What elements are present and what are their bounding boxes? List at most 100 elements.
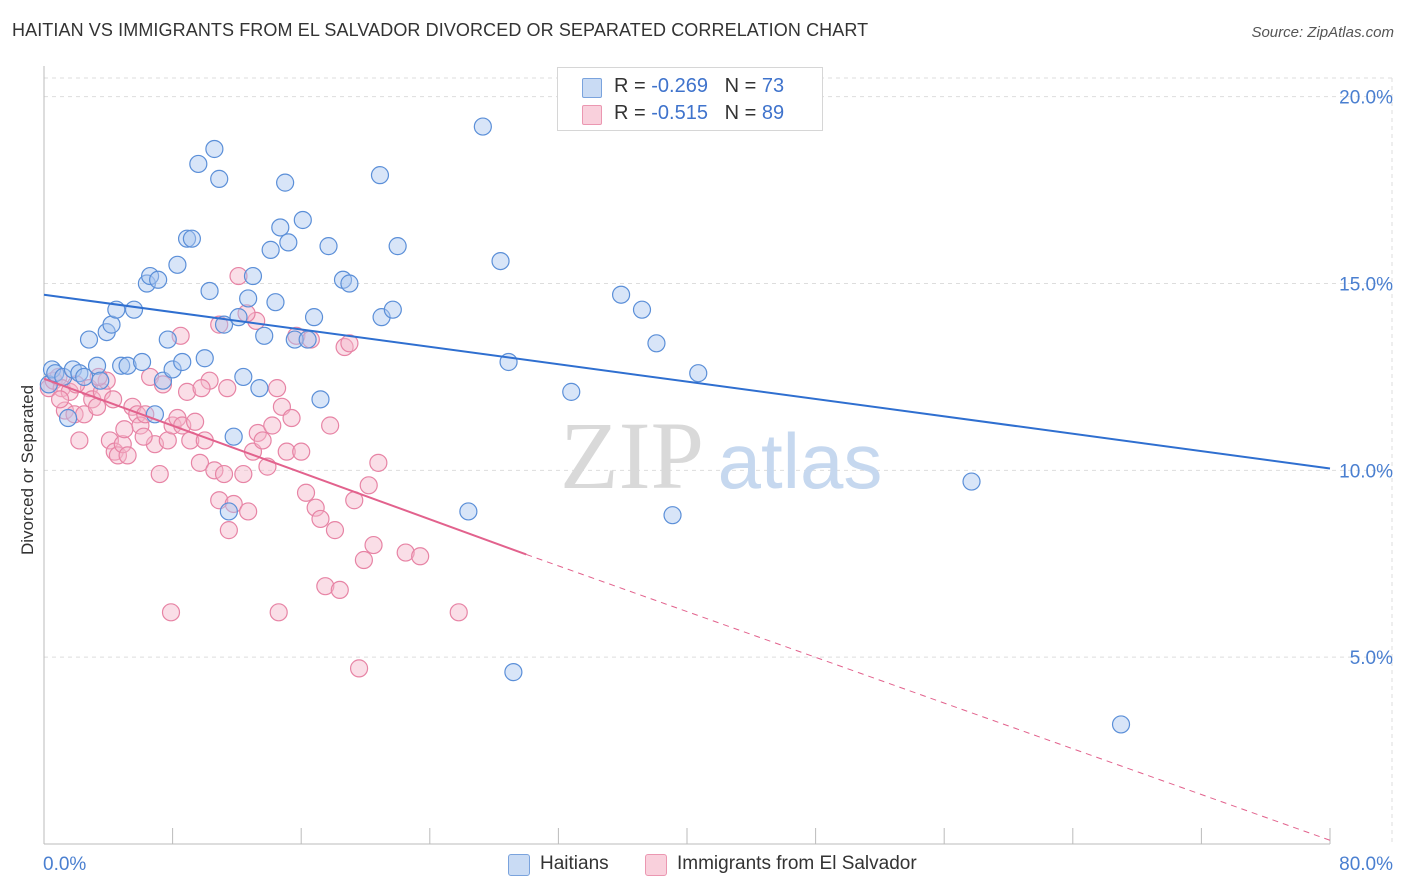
data-point-haitians <box>118 356 137 375</box>
data-point-haitians <box>189 154 208 174</box>
data-point-haitians <box>271 218 290 237</box>
data-point-haitians <box>250 379 269 398</box>
data-point-haitians <box>293 210 312 230</box>
data-point-el-salvador <box>219 521 238 540</box>
series-legend: Haitians Immigrants from El Salvador <box>0 852 1406 876</box>
correlation-legend: R = -0.269 N = 73 R = -0.515 N = 89 <box>557 67 823 131</box>
data-point-el-salvador <box>354 550 373 570</box>
tick-labels: 5.0% 10.0% 15.0% 20.0% 0.0% 80.0% <box>43 88 1393 875</box>
legend-r-label: R = <box>614 75 652 97</box>
y-tick-label: 20.0% <box>1339 88 1393 109</box>
x-tick-label: 0.0% <box>43 854 86 875</box>
data-point-el-salvador <box>269 603 288 622</box>
axes <box>43 66 1331 845</box>
legend-n-value: 73 <box>761 75 785 97</box>
legend-swatch-haitians <box>582 78 602 98</box>
data-point-el-salvador <box>210 315 229 334</box>
data-point-haitians <box>182 229 201 248</box>
data-point-el-salvador <box>108 446 128 465</box>
data-point-haitians <box>219 502 238 521</box>
data-point-el-salvador <box>340 334 359 353</box>
data-point-haitians <box>632 300 652 319</box>
data-point-el-salvador <box>150 464 169 484</box>
legend-n-label: N = <box>724 75 762 97</box>
data-point-el-salvador <box>118 446 137 465</box>
data-point-haitians <box>459 502 478 521</box>
data-point-haitians <box>91 371 110 390</box>
legend-r-label: R = <box>614 102 652 124</box>
data-point-el-salvador <box>263 416 282 435</box>
data-point-el-salvador <box>411 547 430 566</box>
data-point-haitians <box>261 240 280 259</box>
data-point-haitians <box>243 266 263 286</box>
data-point-haitians <box>388 237 407 256</box>
data-point-haitians <box>383 300 402 319</box>
data-point-haitians <box>210 169 229 188</box>
data-point-haitians <box>611 285 631 304</box>
data-point-el-salvador <box>330 580 349 600</box>
data-point-el-salvador <box>115 420 134 439</box>
data-point-el-salvador <box>192 379 211 398</box>
data-point-haitians <box>962 472 981 491</box>
data-point-el-salvador <box>292 442 311 461</box>
data-point-haitians <box>239 289 258 308</box>
data-point-el-salvador <box>364 535 383 555</box>
data-point-haitians <box>224 427 243 446</box>
data-point-el-salvador <box>229 266 248 286</box>
data-point-haitians <box>663 506 682 525</box>
data-point-haitians <box>132 352 152 372</box>
data-point-haitians <box>304 308 324 327</box>
data-point-haitians <box>149 270 168 289</box>
data-point-el-salvador <box>113 435 132 454</box>
data-point-haitians <box>234 367 253 387</box>
data-point-haitians <box>112 356 131 375</box>
data-point-el-salvador <box>282 408 301 428</box>
legend-n-label: N = <box>724 102 762 124</box>
data-point-el-salvador <box>247 311 266 330</box>
data-point-el-salvador <box>349 659 369 678</box>
trend-lines <box>43 293 1331 841</box>
data-point-haitians <box>1111 715 1131 734</box>
data-point-haitians <box>87 356 107 375</box>
data-point-el-salvador <box>325 521 345 540</box>
data-point-haitians <box>311 390 330 409</box>
data-point-haitians <box>340 274 359 293</box>
data-point-el-salvador <box>267 379 287 398</box>
data-point-haitians <box>177 229 197 248</box>
data-point-el-salvador <box>396 543 415 562</box>
haitians-points <box>39 117 1131 734</box>
data-point-haitians <box>195 349 214 368</box>
y-tick-label: 5.0% <box>1350 648 1393 669</box>
trend-line-el-salvador <box>43 377 527 556</box>
data-point-haitians <box>266 293 285 312</box>
legend-label-haitians: Haitians <box>540 853 609 874</box>
legend-r-value: -0.269 <box>651 75 708 97</box>
y-tick-label: 10.0% <box>1339 461 1393 482</box>
data-point-haitians <box>370 166 390 185</box>
data-point-el-salvador <box>134 427 153 446</box>
data-point-haitians <box>504 663 523 682</box>
trend-line-el-salvador-projection <box>526 553 1331 841</box>
data-point-haitians <box>285 330 304 349</box>
data-point-el-salvador <box>306 498 325 517</box>
data-point-haitians <box>491 251 510 271</box>
data-point-el-salvador <box>214 464 234 484</box>
data-point-el-salvador <box>205 461 224 480</box>
data-point-haitians <box>562 382 581 401</box>
data-point-el-salvador <box>161 603 181 622</box>
data-point-haitians <box>79 330 99 349</box>
legend-swatch-el-salvador <box>582 105 602 125</box>
data-point-el-salvador <box>277 442 296 461</box>
data-point-haitians <box>163 360 182 379</box>
data-point-el-salvador <box>186 412 205 431</box>
data-point-haitians <box>473 117 492 136</box>
data-point-haitians <box>279 233 298 252</box>
data-point-haitians <box>173 352 192 372</box>
data-point-haitians <box>168 255 187 274</box>
legend-r-value: -0.515 <box>651 102 708 124</box>
data-point-el-salvador <box>177 382 197 401</box>
data-point-el-salvador <box>70 431 89 450</box>
data-point-haitians <box>205 139 224 159</box>
data-point-el-salvador <box>316 577 335 596</box>
